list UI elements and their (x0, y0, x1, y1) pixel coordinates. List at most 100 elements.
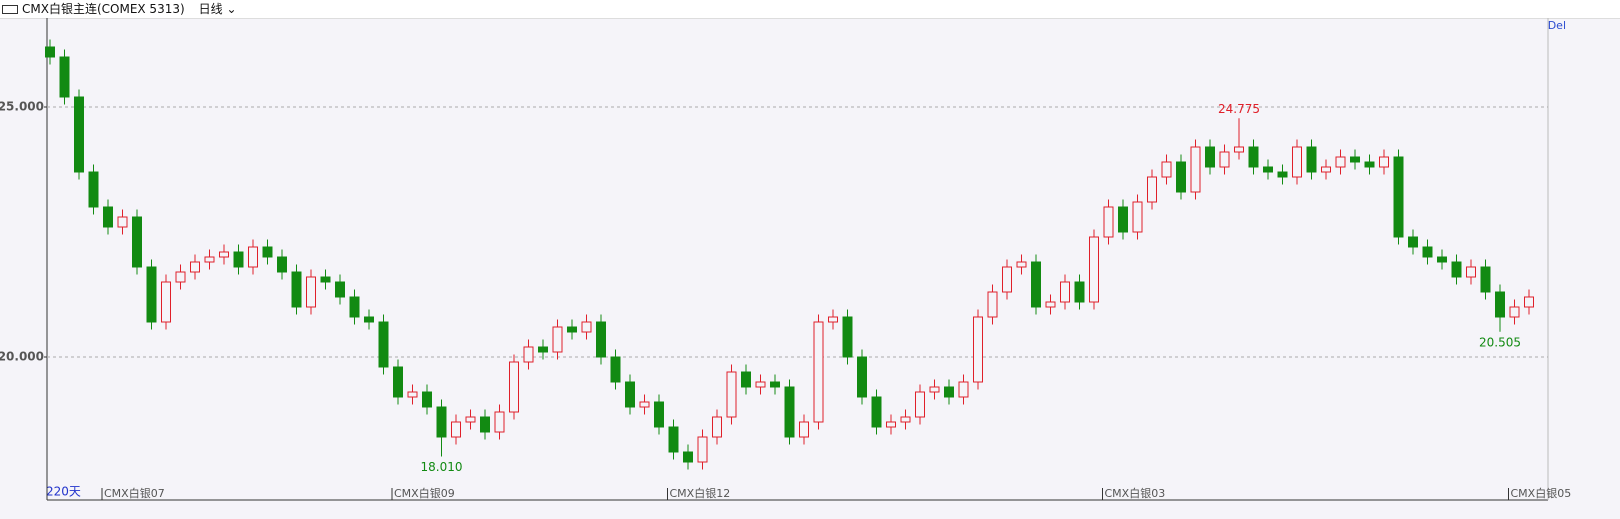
candle-body (1190, 146, 1201, 193)
candle-body (697, 436, 708, 463)
candle-body (1451, 261, 1462, 278)
symbol[interactable]: CMX白银主连(COMEX 5313) (22, 2, 185, 16)
candle-body (871, 396, 882, 428)
candle-body (248, 246, 258, 268)
y-tick-label: 25.000 (0, 100, 44, 114)
candle-body (1132, 201, 1143, 233)
candle-body (770, 381, 780, 388)
candle-body (654, 401, 664, 428)
candle-body (1103, 206, 1114, 238)
candle-body (190, 261, 200, 273)
candle-body (1466, 266, 1476, 278)
candle-body (132, 216, 142, 268)
extreme-label: 18.010 (421, 460, 463, 474)
candle-body (1248, 146, 1259, 168)
candle-body (1364, 161, 1375, 168)
candle-body (1277, 171, 1288, 178)
candle-body (1161, 161, 1172, 178)
candle-body (1016, 261, 1027, 268)
candle-body (465, 416, 476, 423)
candle-body (161, 281, 171, 323)
candle-body (175, 271, 186, 283)
candle-body (683, 451, 693, 463)
candle-body (335, 281, 345, 298)
candle-body (1089, 236, 1099, 303)
candle-body (596, 321, 606, 358)
candle-body (755, 381, 766, 388)
candle-body (915, 391, 925, 418)
candle-body (538, 346, 548, 353)
x-tick-label: CMX白银09 (394, 486, 455, 500)
candle-body (291, 271, 302, 308)
candle-body (552, 326, 563, 353)
candle-body (74, 96, 84, 173)
candle-body (857, 356, 867, 398)
candle-body (509, 361, 519, 413)
candle-body (1393, 156, 1404, 238)
candle-body (1509, 306, 1520, 318)
candle-body (944, 386, 954, 398)
candle-body (320, 276, 331, 283)
candle-body (886, 421, 896, 428)
x-tick-label: CMX白银07 (104, 486, 165, 500)
candle-body (364, 316, 374, 323)
candle-body (1219, 151, 1230, 168)
candle-body (233, 251, 244, 268)
corner-label[interactable]: Del (1548, 19, 1566, 32)
candle-body (1335, 156, 1346, 168)
candle-body (204, 256, 215, 263)
candle-body (219, 251, 229, 258)
candle-body (741, 371, 751, 388)
candle-body (726, 371, 737, 418)
candle-body (973, 316, 983, 383)
candle-body (639, 401, 650, 408)
candle-body (1422, 246, 1433, 258)
candle-body (1306, 146, 1317, 173)
candle-body (987, 291, 998, 318)
candle-body (1176, 161, 1186, 193)
candle-body (900, 416, 911, 423)
candle-body (407, 391, 418, 398)
icon (2, 5, 18, 14)
candle-body (929, 386, 940, 393)
x-tick-label: CMX白银12 (670, 486, 731, 500)
candle-body (567, 326, 577, 333)
candle-body (436, 406, 447, 438)
candle-body (480, 416, 490, 433)
candle-body (1495, 291, 1505, 318)
candle-body (799, 421, 809, 438)
candle-body (1147, 176, 1157, 203)
candle-body (1045, 301, 1056, 308)
candle-body (45, 46, 55, 58)
candle-body (103, 206, 113, 228)
extreme-label: 24.775 (1218, 102, 1260, 116)
extreme-label: 20.505 (1479, 335, 1521, 349)
candle-body (1118, 206, 1128, 233)
candle-body (59, 56, 70, 98)
candle-body (1031, 261, 1041, 308)
candle-body (1480, 266, 1491, 293)
candle-body (958, 381, 969, 398)
candle-body (1234, 146, 1244, 153)
candle-body (277, 256, 287, 273)
period-select[interactable]: 日线 ⌄ (198, 2, 237, 16)
candle-body (668, 426, 679, 453)
x-tick-label: CMX白银03 (1105, 486, 1166, 500)
candle-body (1524, 296, 1534, 308)
candle-body (784, 386, 795, 438)
candle-body (393, 366, 403, 398)
candle-body (712, 416, 722, 438)
candle-body (1437, 256, 1447, 263)
candle-body (494, 411, 505, 433)
candle-body (842, 316, 853, 358)
candle-body (262, 246, 273, 258)
candle-body (117, 216, 128, 228)
candle-body (813, 321, 824, 423)
candle-body (422, 391, 432, 408)
candle-body (625, 381, 635, 408)
y-tick-label: 20.000 (0, 350, 44, 364)
candle-body (581, 321, 592, 333)
candle-body (349, 296, 360, 318)
